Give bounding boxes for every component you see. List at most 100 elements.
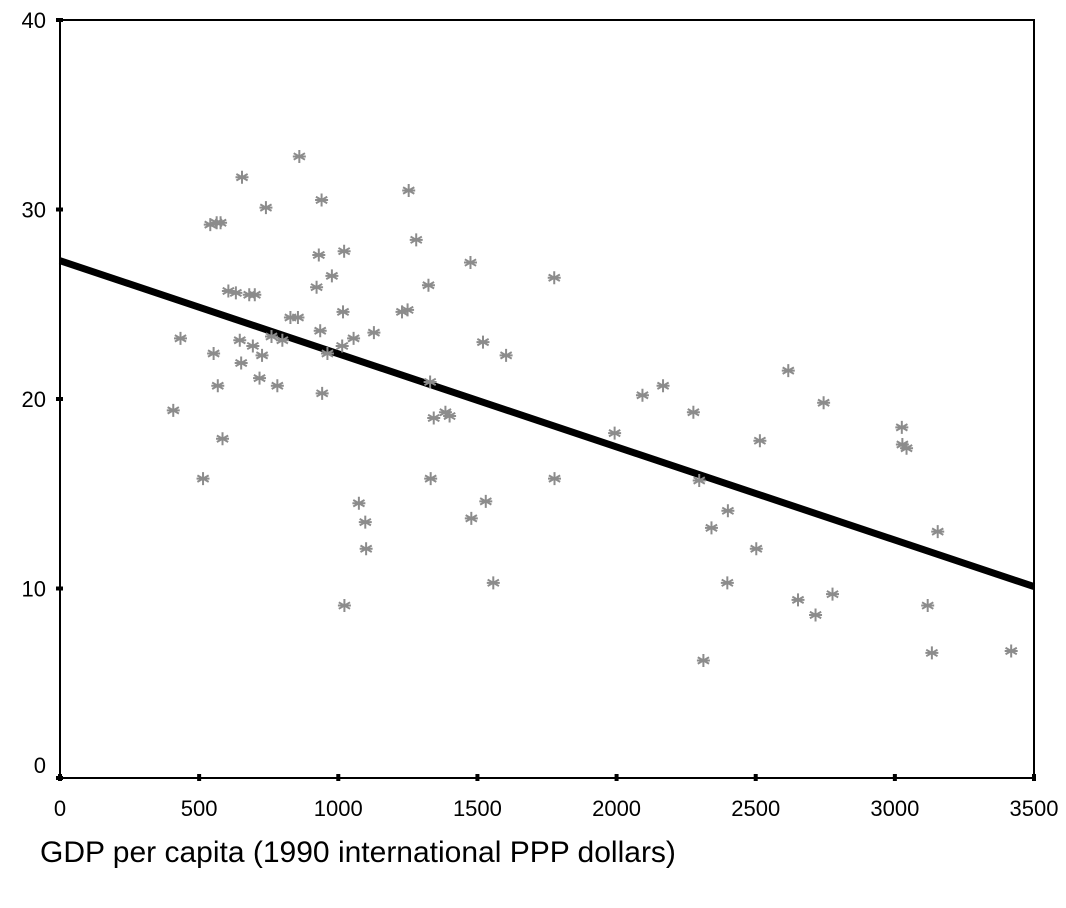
data-point [464, 511, 478, 525]
data-point [221, 284, 235, 298]
data-point [423, 375, 437, 389]
data-point [791, 593, 805, 607]
data-point [367, 326, 381, 340]
data-point [1004, 644, 1018, 658]
data-point [479, 494, 493, 508]
data-point [325, 269, 339, 283]
data-point [476, 335, 490, 349]
regression-line [58, 257, 1036, 590]
x-tick-label: 3000 [870, 796, 919, 821]
data-point [259, 201, 273, 215]
data-point [686, 405, 700, 419]
data-point [409, 233, 423, 247]
data-point [253, 371, 267, 385]
data-point [704, 521, 718, 535]
data-point [320, 347, 334, 361]
data-point [608, 426, 622, 440]
data-point [313, 324, 327, 338]
data-point [292, 149, 306, 163]
data-point [547, 271, 561, 285]
data-point [312, 248, 326, 262]
data-point [401, 303, 415, 317]
data-point [233, 333, 247, 347]
data-point [235, 170, 249, 184]
data-point [721, 504, 735, 518]
data-point [196, 472, 210, 486]
data-point [817, 396, 831, 410]
data-point [315, 386, 329, 400]
y-tick-label: 10 [22, 577, 46, 602]
y-axis: 0 10 20 30 40 [22, 8, 63, 780]
data-point [438, 405, 452, 419]
x-tick-label: 500 [181, 796, 218, 821]
data-point [347, 331, 361, 345]
x-tick-label: 1000 [314, 796, 363, 821]
data-point [427, 411, 441, 425]
data-point [234, 356, 248, 370]
data-point [692, 473, 706, 487]
y-tick-label: 40 [22, 8, 46, 33]
data-point [720, 576, 734, 590]
points-layer [166, 149, 1018, 668]
data-point [463, 256, 477, 270]
data-point [921, 599, 935, 613]
data-point [310, 280, 324, 294]
data-point [749, 542, 763, 556]
data-point [337, 244, 351, 258]
x-tick-label: 2000 [592, 796, 641, 821]
data-point [337, 599, 351, 613]
x-tick-label: 0 [54, 796, 66, 821]
data-point [291, 311, 305, 325]
data-point [173, 331, 187, 345]
data-point [229, 286, 243, 300]
fit-line-layer [58, 257, 1036, 590]
plot-area-frame [59, 19, 1035, 779]
data-point [656, 379, 670, 393]
data-point [275, 333, 289, 347]
y-tick-label: 30 [22, 198, 46, 223]
data-point [207, 347, 221, 361]
y-tick-label: 0 [34, 753, 46, 778]
data-point [359, 542, 373, 556]
data-point [635, 388, 649, 402]
data-point [931, 525, 945, 539]
data-point [826, 587, 840, 601]
data-point [809, 608, 823, 622]
data-point [246, 339, 260, 353]
data-point [548, 472, 562, 486]
data-point [424, 472, 438, 486]
data-point [443, 409, 457, 423]
data-point [895, 420, 909, 434]
data-point [264, 329, 278, 343]
data-point [925, 646, 939, 660]
x-tick-label: 3500 [1010, 796, 1059, 821]
data-point [499, 348, 513, 362]
data-point [315, 193, 329, 207]
data-point [402, 184, 416, 198]
data-point [216, 432, 230, 446]
data-point [203, 218, 217, 232]
data-point [335, 339, 349, 353]
data-point [211, 379, 225, 393]
data-point [166, 403, 180, 417]
x-axis: 0 500 1000 1500 2000 2500 3000 3500 [54, 774, 1059, 821]
data-point [421, 278, 435, 292]
data-point [214, 216, 228, 230]
data-point [248, 288, 262, 302]
data-point [270, 379, 284, 393]
data-point [781, 364, 795, 378]
data-point [358, 515, 372, 529]
data-point [352, 496, 366, 510]
data-point [696, 654, 710, 668]
data-point [395, 305, 409, 319]
data-point [486, 576, 500, 590]
data-point [336, 305, 350, 319]
data-point [900, 441, 914, 455]
data-point [255, 348, 269, 362]
data-point [895, 437, 909, 451]
data-point [283, 311, 297, 325]
x-axis-title: GDP per capita (1990 international PPP d… [40, 836, 676, 869]
x-tick-label: 2500 [731, 796, 780, 821]
data-point [753, 434, 767, 448]
